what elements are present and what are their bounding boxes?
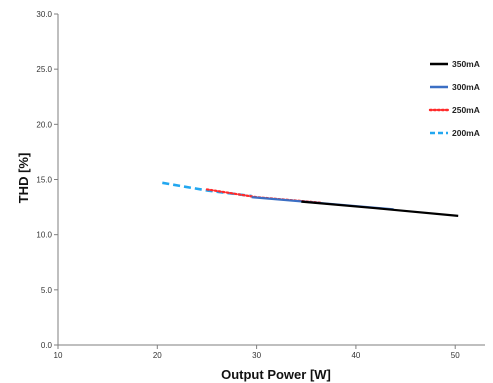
legend-label-350ma: 350mA bbox=[452, 59, 480, 69]
y-axis-label: THD [%] bbox=[16, 153, 31, 204]
legend-label-250ma: 250mA bbox=[452, 105, 480, 115]
y-tick-label: 10.0 bbox=[36, 231, 52, 240]
y-tick-label: 20.0 bbox=[36, 120, 52, 129]
y-tick-label: 0.0 bbox=[41, 341, 53, 350]
y-tick-label: 5.0 bbox=[41, 286, 53, 295]
y-tick-label: 15.0 bbox=[36, 176, 52, 185]
legend-label-300ma: 300mA bbox=[452, 82, 480, 92]
legend: 350mA 300mA 250mA 200mA bbox=[428, 59, 480, 138]
x-tick-label: 10 bbox=[54, 351, 63, 360]
x-tick-label: 40 bbox=[351, 351, 360, 360]
axes: 0.0 5.0 10.0 15.0 20.0 25.0 30.0 10 20 30 40 50 bbox=[36, 10, 485, 360]
y-tick-label: 30.0 bbox=[36, 10, 52, 19]
x-axis-label: Output Power [W] bbox=[221, 367, 331, 382]
x-tick-label: 30 bbox=[252, 351, 261, 360]
series-line-350ma bbox=[301, 200, 459, 217]
x-tick-label: 50 bbox=[451, 351, 460, 360]
y-tick-label: 25.0 bbox=[36, 65, 52, 74]
series-group bbox=[162, 181, 459, 217]
legend-label-200ma: 200mA bbox=[452, 128, 480, 138]
x-tick-label: 20 bbox=[153, 351, 162, 360]
